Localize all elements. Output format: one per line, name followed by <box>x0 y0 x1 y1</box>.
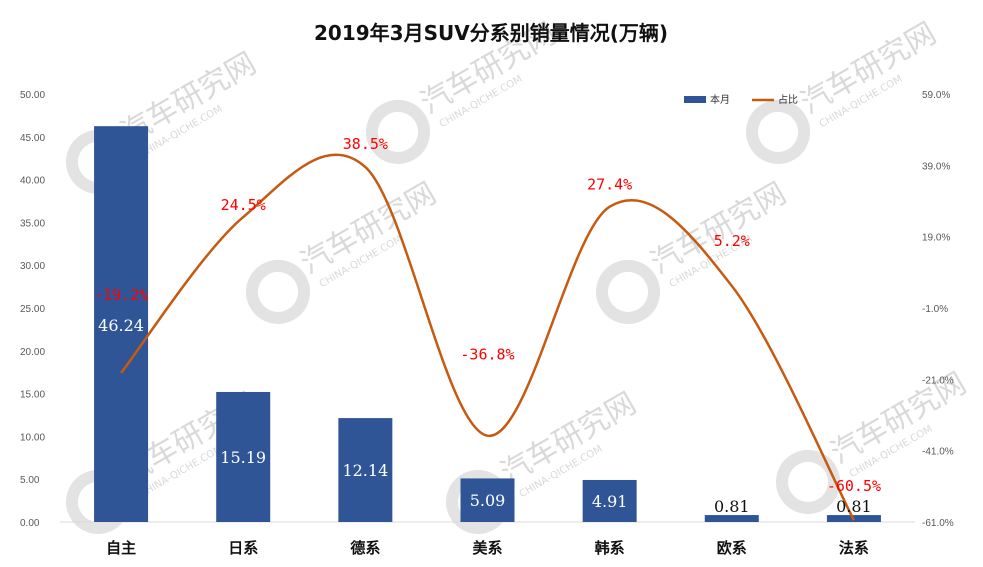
bar <box>582 479 637 522</box>
bar-value-label: 5.09 <box>470 491 506 510</box>
left-tick-label: 25.00 <box>20 304 45 315</box>
left-tick-label: 30.00 <box>20 261 45 272</box>
left-tick-label: 35.00 <box>20 218 45 229</box>
watermark-logo <box>596 259 661 324</box>
watermark-logo <box>246 259 311 324</box>
legend-line-label: 占比 <box>778 93 798 106</box>
left-tick-label: 10.00 <box>20 432 45 443</box>
legend-bar-label: 本月 <box>710 93 730 106</box>
right-tick-label: -1.0% <box>922 304 948 315</box>
category-labels: 自主 日系 德系 美系 韩系 欧系 法系 <box>106 539 869 557</box>
chart-title: 2019年3月SUV分系别销量情况(万辆) <box>314 21 668 45</box>
bar-value-label: 12.14 <box>342 461 388 480</box>
watermark-logo <box>366 99 431 164</box>
line-series-share <box>120 153 856 521</box>
watermark-text: 汽车研究网 <box>795 16 942 121</box>
bar <box>704 515 759 522</box>
right-axis: -61.0% -41.0% -21.0% -1.0% 19.0% 39.0% 59.0% <box>922 90 954 529</box>
line-value-label: -60.5% <box>827 477 881 495</box>
right-tick-label: -41.0% <box>922 447 954 458</box>
bar-value-label: 46.24 <box>98 316 144 335</box>
watermark-text: 汽车研究网 <box>495 386 642 491</box>
bar-value-labels: 46.24 15.19 12.14 5.09 4.91 0.81 0.81 <box>98 316 872 516</box>
line-value-label: -19.2% <box>94 286 148 304</box>
category-label: 欧系 <box>717 539 747 557</box>
category-label: 自主 <box>106 539 136 557</box>
category-label: 法系 <box>839 539 869 557</box>
watermark-text: 汽车研究网 <box>645 176 792 281</box>
legend-bar-swatch <box>684 96 706 103</box>
category-label: 美系 <box>472 539 502 557</box>
right-tick-label: 39.0% <box>922 161 950 172</box>
category-label: 韩系 <box>595 539 625 557</box>
left-tick-label: 5.00 <box>20 475 40 486</box>
left-tick-label: 45.00 <box>20 133 45 144</box>
right-tick-label: -21.0% <box>922 375 954 386</box>
watermark-text: 汽车研究网 <box>295 176 442 281</box>
bar <box>460 478 515 522</box>
bar-value-label: 4.91 <box>592 492 628 511</box>
bar <box>94 126 149 522</box>
left-tick-label: 20.00 <box>20 347 45 358</box>
legend: 本月 占比 <box>684 93 798 106</box>
bar-value-label: 0.81 <box>714 497 750 516</box>
line-value-label: 27.4% <box>587 176 632 194</box>
right-tick-label: -61.0% <box>922 518 954 529</box>
left-tick-label: 0.00 <box>20 518 40 529</box>
line-value-label: -36.8% <box>460 346 514 364</box>
line-value-label: 5.2% <box>714 232 750 250</box>
left-tick-label: 40.00 <box>20 176 45 187</box>
watermarks: 汽车研究网CHINA-QICHE.COM汽车研究网CHINA-QICHE.COM… <box>66 16 972 534</box>
bar <box>338 418 393 522</box>
category-label: 日系 <box>228 539 258 557</box>
line-value-label: 38.5% <box>343 135 388 153</box>
bar-value-label: 15.19 <box>220 448 266 467</box>
bar-series <box>94 126 881 522</box>
watermark-logo <box>746 99 811 164</box>
bar-value-label: 0.81 <box>836 497 872 516</box>
right-tick-label: 59.0% <box>922 90 950 101</box>
bar <box>216 391 271 522</box>
line-value-label: 24.5% <box>221 196 266 214</box>
right-tick-label: 19.0% <box>922 233 950 244</box>
category-label: 德系 <box>350 539 380 557</box>
left-tick-label: 15.00 <box>20 390 45 401</box>
left-tick-label: 50.00 <box>20 90 45 101</box>
line-value-labels: -19.2% 24.5% 38.5% -36.8% 27.4% 5.2% -60.5% <box>94 135 881 495</box>
left-axis: 0.00 5.00 10.00 15.00 20.00 25.00 30.00 35.00 40… <box>20 90 45 529</box>
